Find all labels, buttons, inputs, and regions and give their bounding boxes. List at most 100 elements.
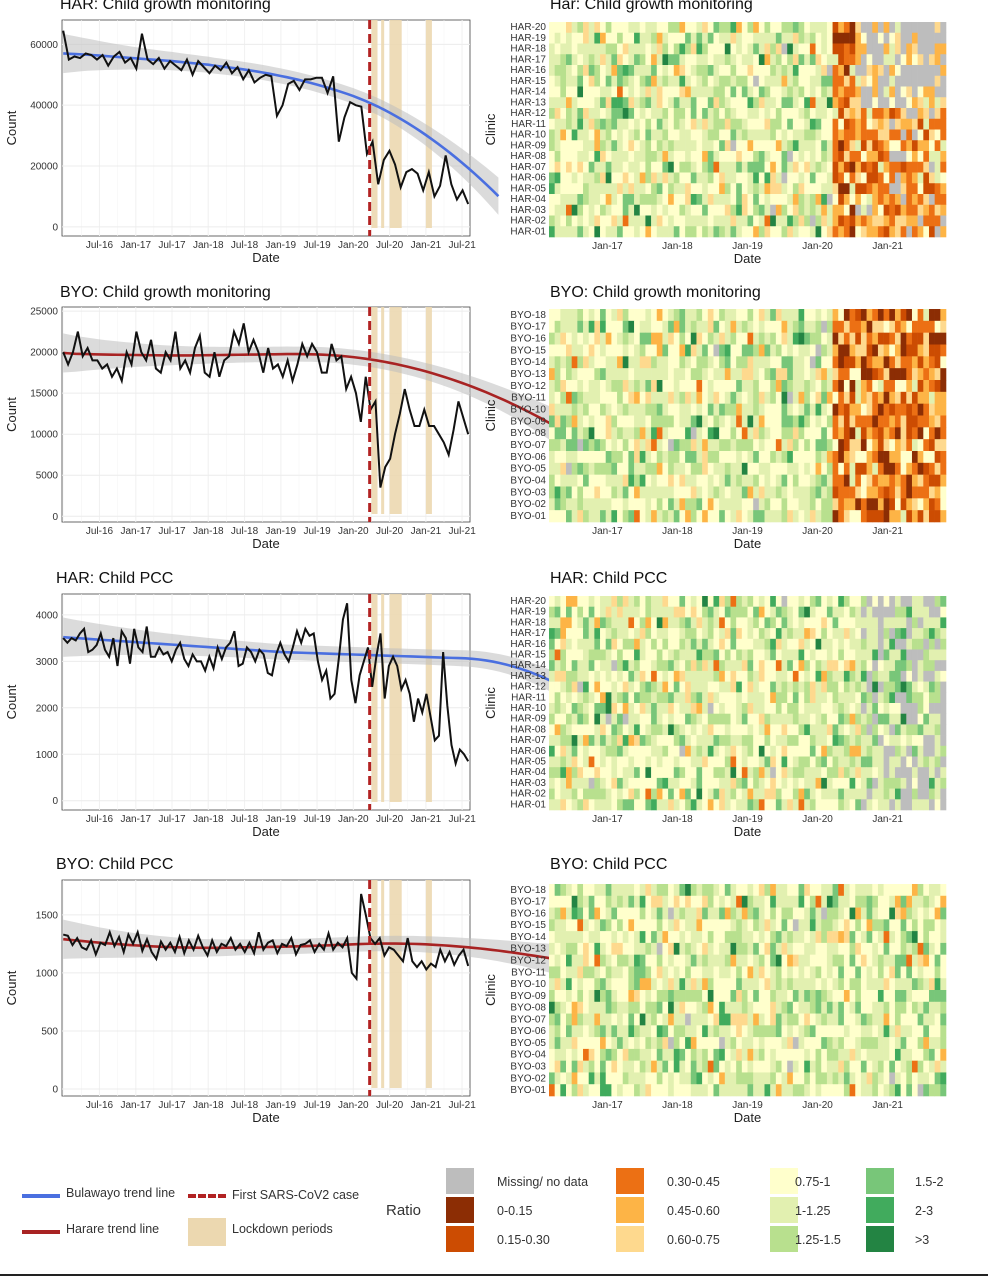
- heat-cell: [872, 108, 879, 120]
- heat-cell: [906, 43, 913, 55]
- heat-cell: [872, 129, 879, 141]
- heat-cell: [617, 129, 624, 141]
- heat-cell: [673, 320, 680, 333]
- heat-cell: [549, 215, 555, 227]
- heat-cell: [611, 606, 618, 618]
- heat-cell: [628, 978, 635, 991]
- heat-cell: [707, 649, 714, 661]
- heat-x-tick-label: Jan-18: [662, 526, 693, 537]
- heat-cell: [656, 140, 663, 152]
- heat-cell: [600, 75, 607, 87]
- heat-cell: [736, 97, 743, 109]
- heat-cell: [588, 22, 595, 34]
- heat-cell: [611, 309, 618, 322]
- heat-cell: [690, 713, 697, 725]
- heat-cell: [787, 161, 794, 173]
- heat-cell: [679, 151, 686, 163]
- heat-cell: [906, 97, 913, 109]
- heat-cell: [838, 172, 845, 184]
- heat-cell: [566, 43, 572, 55]
- heat-cell: [849, 22, 856, 34]
- heat-cell: [843, 151, 850, 163]
- heat-cell: [860, 724, 867, 736]
- heat-cell: [571, 703, 578, 714]
- heat-cell: [605, 161, 612, 173]
- heat-cell: [611, 660, 618, 672]
- heat-cell: [679, 745, 686, 757]
- heat-cell: [787, 194, 794, 206]
- heat-cell: [900, 919, 907, 932]
- heat-cell: [838, 628, 845, 640]
- heat-cell: [826, 703, 833, 714]
- x-tick-label: Jul-21: [449, 240, 477, 251]
- heat-cell: [792, 194, 799, 206]
- heat-cell: [877, 391, 884, 404]
- heat-cell: [707, 919, 714, 932]
- heat-cell: [594, 43, 601, 55]
- heat-cell: [719, 681, 726, 693]
- heat-cell: [775, 777, 782, 789]
- heat-cell: [787, 907, 794, 920]
- heat-cell: [724, 403, 731, 416]
- heat-cell: [809, 140, 816, 152]
- heat-cell: [849, 745, 856, 757]
- heat-cell: [872, 966, 879, 979]
- heat-cell: [617, 344, 624, 357]
- heat-cell: [549, 660, 555, 672]
- heat-cell: [911, 451, 918, 464]
- heat-cell: [577, 439, 584, 452]
- heat-cell: [571, 439, 578, 452]
- heat-cell: [549, 129, 555, 141]
- heat-cell: [719, 215, 726, 227]
- heat-cell: [583, 97, 589, 109]
- heat-cell: [753, 183, 760, 195]
- heat-cell: [588, 670, 595, 682]
- heat-cell: [934, 32, 941, 44]
- heat-cell: [662, 660, 669, 672]
- heat-cell: [554, 309, 561, 322]
- heat-cell: [724, 617, 731, 629]
- heat-cell: [804, 474, 811, 487]
- heat-cell: [838, 344, 845, 357]
- heat-cell: [787, 86, 794, 98]
- heat-cell: [917, 628, 924, 640]
- heat-cell: [747, 660, 754, 672]
- heat-cell: [611, 510, 618, 523]
- heat-cell: [900, 756, 907, 768]
- heat-cell: [594, 756, 601, 768]
- heat-cell: [928, 617, 935, 629]
- heat-cell: [685, 884, 692, 897]
- heat-cell: [792, 151, 799, 163]
- heat-cell: [809, 22, 816, 34]
- heat-cell: [923, 108, 930, 120]
- clinic-label: HAR-16: [510, 639, 546, 650]
- heat-cell: [900, 628, 907, 640]
- heat-cell: [928, 380, 935, 393]
- heat-cell: [583, 451, 589, 464]
- heat-cell: [690, 204, 697, 216]
- har-cgm-heat-plot: [549, 22, 947, 238]
- heat-cell: [588, 660, 595, 672]
- heat-cell: [639, 799, 646, 811]
- heat-cell: [894, 391, 901, 404]
- heat-cell: [600, 309, 607, 322]
- heat-cell: [668, 356, 675, 369]
- heat-cell: [804, 799, 811, 811]
- heat-cell: [571, 65, 578, 77]
- heat-cell: [883, 380, 890, 393]
- heat-cell: [719, 756, 726, 768]
- heat-cell: [724, 756, 731, 768]
- heat-cell: [549, 439, 555, 452]
- heat-cell: [713, 415, 720, 428]
- heat-cell: [917, 692, 924, 704]
- clinic-label: HAR-19: [510, 33, 546, 44]
- heat-cell: [707, 884, 714, 897]
- heat-cell: [872, 713, 879, 725]
- heat-cell: [917, 907, 924, 920]
- heat-cell: [577, 183, 584, 195]
- heat-cell: [741, 332, 748, 345]
- heat-cell: [872, 151, 879, 163]
- heat-cell: [940, 788, 947, 800]
- heat-cell: [792, 380, 799, 393]
- heat-cell: [821, 745, 828, 757]
